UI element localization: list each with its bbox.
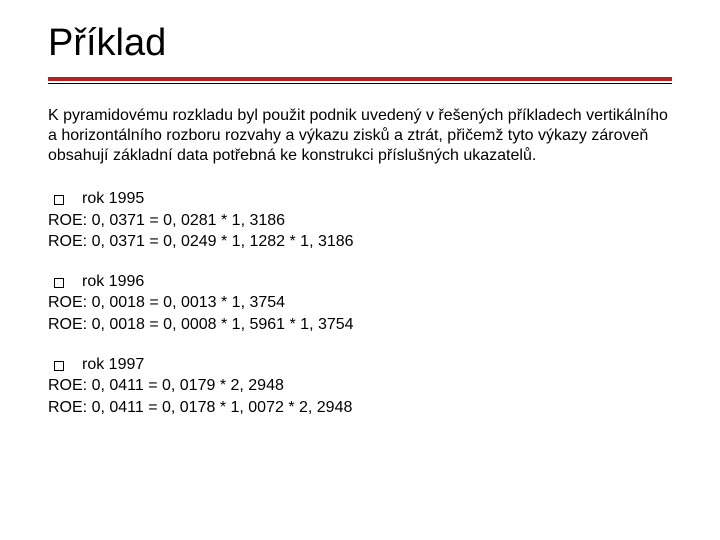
year-block: rok 1996 ROE: 0, 0018 = 0, 0013 * 1, 375… bbox=[48, 271, 672, 336]
year-block: rok 1995 ROE: 0, 0371 = 0, 0281 * 1, 318… bbox=[48, 188, 672, 253]
calc-line: ROE: 0, 0371 = 0, 0281 * 1, 3186 bbox=[48, 210, 672, 232]
year-block: rok 1997 ROE: 0, 0411 = 0, 0179 * 2, 294… bbox=[48, 354, 672, 419]
divider-thick bbox=[48, 77, 672, 81]
year-heading: rok 1997 bbox=[48, 354, 672, 376]
calc-line: ROE: 0, 0018 = 0, 0008 * 1, 5961 * 1, 37… bbox=[48, 314, 672, 336]
year-label: rok 1996 bbox=[82, 271, 144, 293]
calc-line: ROE: 0, 0411 = 0, 0178 * 1, 0072 * 2, 29… bbox=[48, 397, 672, 419]
year-heading: rok 1996 bbox=[48, 271, 672, 293]
divider-thin bbox=[48, 83, 672, 84]
calc-line: ROE: 0, 0018 = 0, 0013 * 1, 3754 bbox=[48, 292, 672, 314]
square-bullet-icon bbox=[54, 278, 64, 288]
intro-paragraph: K pyramidovému rozkladu byl použit podni… bbox=[48, 106, 672, 166]
square-bullet-icon bbox=[54, 361, 64, 371]
calc-line: ROE: 0, 0411 = 0, 0179 * 2, 2948 bbox=[48, 375, 672, 397]
year-label: rok 1995 bbox=[82, 188, 144, 210]
square-bullet-icon bbox=[54, 195, 64, 205]
slide-title: Příklad bbox=[48, 22, 672, 65]
year-label: rok 1997 bbox=[82, 354, 144, 376]
year-heading: rok 1995 bbox=[48, 188, 672, 210]
slide: Příklad K pyramidovému rozkladu byl použ… bbox=[0, 0, 720, 540]
calc-line: ROE: 0, 0371 = 0, 0249 * 1, 1282 * 1, 31… bbox=[48, 231, 672, 253]
